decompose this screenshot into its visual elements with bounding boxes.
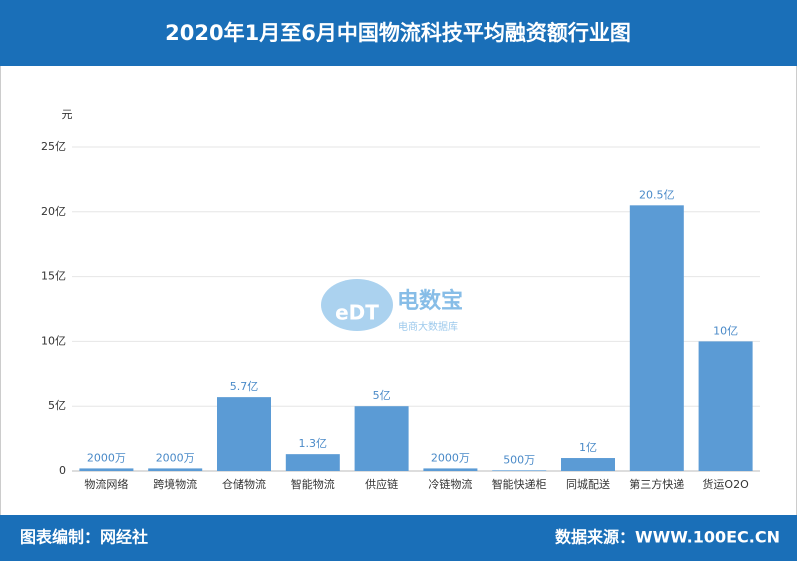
value-label: 2000万 xyxy=(156,451,195,464)
bar xyxy=(79,468,134,471)
bar xyxy=(354,406,409,471)
footer-left: 图表编制：网经社 xyxy=(20,528,148,547)
value-label: 2000万 xyxy=(87,451,126,464)
footer-right: 数据来源：WWW.100EC.CN xyxy=(555,528,780,547)
value-label: 10亿 xyxy=(713,324,738,337)
bar xyxy=(698,341,753,471)
value-label: 20.5亿 xyxy=(639,188,675,201)
watermark: eDT 电数宝 电商大数据库 xyxy=(321,279,463,333)
value-label: 5.7亿 xyxy=(230,380,259,393)
value-label: 1亿 xyxy=(579,441,597,454)
x-tick-label: 物流网络 xyxy=(84,477,128,491)
watermark-name: 电数宝 xyxy=(397,288,463,314)
bar xyxy=(217,397,271,471)
bar xyxy=(629,205,684,471)
x-tick-label: 智能物流 xyxy=(291,477,335,491)
y-axis-label: 元 xyxy=(62,108,73,121)
watermark-cloud xyxy=(321,279,393,331)
x-tick-label: 供应链 xyxy=(365,477,398,491)
bar xyxy=(561,458,615,471)
x-tick-label: 货运O2O xyxy=(702,477,749,491)
y-tick-label: 25亿 xyxy=(41,140,66,153)
value-label: 1.3亿 xyxy=(299,437,328,450)
x-tick-label: 跨境物流 xyxy=(153,477,197,491)
y-tick-label: 5亿 xyxy=(48,399,66,412)
x-tick-label: 仓储物流 xyxy=(222,477,266,491)
bar xyxy=(285,454,340,471)
x-tick-label: 冷链物流 xyxy=(428,477,472,491)
y-tick-label: 15亿 xyxy=(41,270,66,283)
bar xyxy=(492,470,547,471)
bar xyxy=(423,468,478,471)
value-label: 5亿 xyxy=(373,389,391,402)
x-tick-label: 同城配送 xyxy=(566,477,610,491)
y-tick-label: 10亿 xyxy=(41,334,66,347)
value-label: 500万 xyxy=(503,453,535,466)
header-bar xyxy=(0,0,797,66)
bar xyxy=(148,468,203,471)
value-label: 2000万 xyxy=(431,451,470,464)
x-tick-label: 智能快递柜 xyxy=(492,477,547,491)
watermark-logo: eDT xyxy=(335,301,379,325)
chart-title: 2020年1月至6月中国物流科技平均融资额行业图 xyxy=(165,21,631,45)
y-tick-label: 0 xyxy=(59,464,66,477)
x-tick-label: 第三方快递 xyxy=(629,477,684,491)
y-tick-label: 20亿 xyxy=(41,205,66,218)
footer-bar xyxy=(0,515,797,561)
watermark-subtitle: 电商大数据库 xyxy=(398,320,458,333)
